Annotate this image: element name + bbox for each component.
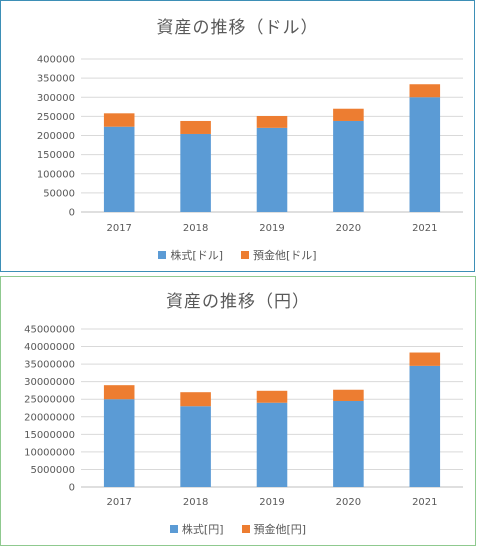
bar-cash xyxy=(256,390,288,403)
legend-swatch-stock xyxy=(158,251,167,259)
legend-item-stock: 株式[ドル] xyxy=(158,247,223,263)
bar-stock xyxy=(103,399,135,487)
x-tick-label: 2019 xyxy=(259,497,284,508)
bar-stock xyxy=(409,365,441,487)
y-tick-label: 30000000 xyxy=(24,377,75,388)
bar-cash xyxy=(333,108,364,121)
y-tick-label: 40000000 xyxy=(24,342,75,353)
y-tick-label: 350000 xyxy=(37,74,75,85)
legend-label-cash: 預金他[ドル] xyxy=(253,249,317,262)
x-tick-label: 2021 xyxy=(412,223,437,234)
x-tick-label: 2018 xyxy=(183,223,208,234)
legend-swatch-stock xyxy=(169,525,178,533)
chart-plot-jpy: 0 5000000 10000000 15000000 20000000 25000000… xyxy=(24,325,463,508)
bar-stock xyxy=(180,406,211,487)
bar-stock xyxy=(409,97,441,212)
bar-stock xyxy=(333,120,364,212)
y-tick-label: 400000 xyxy=(37,55,75,66)
bar-stock xyxy=(103,126,135,212)
x-tick-label: 2021 xyxy=(412,497,437,508)
bar-stock xyxy=(333,400,364,487)
chart-panel-jpy: 資産の推移（円） 0 5000000 10000000 15000000 2000000… xyxy=(0,276,476,546)
x-tick-label: 2017 xyxy=(106,497,131,508)
y-tick-label: 50000 xyxy=(43,188,75,199)
x-tick-label: 2019 xyxy=(259,223,284,234)
y-tick-label: 200000 xyxy=(37,131,75,142)
legend-swatch-cash xyxy=(241,525,250,533)
bar-stock xyxy=(256,127,288,212)
bar-cash xyxy=(180,120,211,134)
y-tick-label: 300000 xyxy=(37,93,75,104)
y-tick-label: 5000000 xyxy=(30,465,75,476)
y-tick-label: 100000 xyxy=(37,169,75,180)
bar-cash xyxy=(256,115,288,128)
y-tick-label: 20000000 xyxy=(24,412,75,423)
x-tick-label: 2020 xyxy=(336,497,361,508)
y-tick-label: 25000000 xyxy=(24,395,75,406)
y-tick-label: 45000000 xyxy=(24,325,75,336)
chart-legend: 株式[ドル] 預金他[ドル] xyxy=(1,247,474,263)
chart-title: 資産の推移（円） xyxy=(166,292,310,312)
chart-title: 資産の推移（ドル） xyxy=(156,18,319,38)
legend-label-stock: 株式[ドル] xyxy=(170,249,223,262)
chart-legend: 株式[円] 預金他[円] xyxy=(1,521,475,537)
chart-panel-usd: 資産の推移（ドル） 0 50000 100000 150000 200000 250000… xyxy=(0,0,475,272)
legend-label-stock: 株式[円] xyxy=(181,523,224,536)
y-tick-label: 15000000 xyxy=(24,430,75,441)
y-tick-label: 0 xyxy=(69,208,75,219)
bar-cash xyxy=(409,84,441,98)
bar-stock xyxy=(180,133,211,212)
bar-cash xyxy=(103,385,135,400)
y-tick-label: 10000000 xyxy=(24,447,75,458)
legend-item-cash: 預金他[円] xyxy=(241,521,307,537)
y-tick-label: 150000 xyxy=(37,150,75,161)
bar-cash xyxy=(180,392,211,407)
legend-item-cash: 預金他[ドル] xyxy=(241,247,317,263)
y-tick-label: 0 xyxy=(69,483,75,494)
legend-label-cash: 預金他[円] xyxy=(253,523,307,536)
bar-cash xyxy=(103,113,135,127)
bar-cash xyxy=(333,389,364,401)
x-tick-label: 2018 xyxy=(183,497,208,508)
x-tick-label: 2020 xyxy=(336,223,361,234)
legend-item-stock: 株式[円] xyxy=(169,521,224,537)
y-tick-label: 35000000 xyxy=(24,360,75,371)
bar-stock xyxy=(256,402,288,487)
bar-cash xyxy=(409,352,441,366)
x-tick-label: 2017 xyxy=(106,223,131,234)
y-tick-label: 250000 xyxy=(37,112,75,123)
chart-plot-usd: 0 50000 100000 150000 200000 250000 300000 3500… xyxy=(37,55,463,234)
legend-swatch-cash xyxy=(241,251,249,259)
